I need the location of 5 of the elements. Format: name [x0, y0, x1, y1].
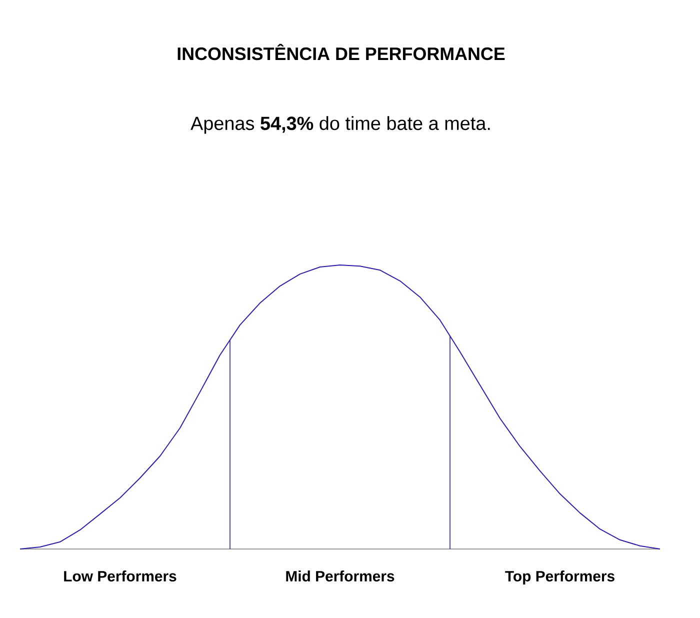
- x-tick-label: Low Performers: [64, 570, 176, 582]
- chart-subtitle: Apenas 54,3% do time bate a meta.: [190, 116, 490, 134]
- x-tick-label: Top Performers: [505, 570, 614, 584]
- x-tick-label: Mid Performers: [286, 570, 394, 582]
- chart-title: INCONSISTÊNCIA DE PERFORMANCE: [178, 44, 505, 60]
